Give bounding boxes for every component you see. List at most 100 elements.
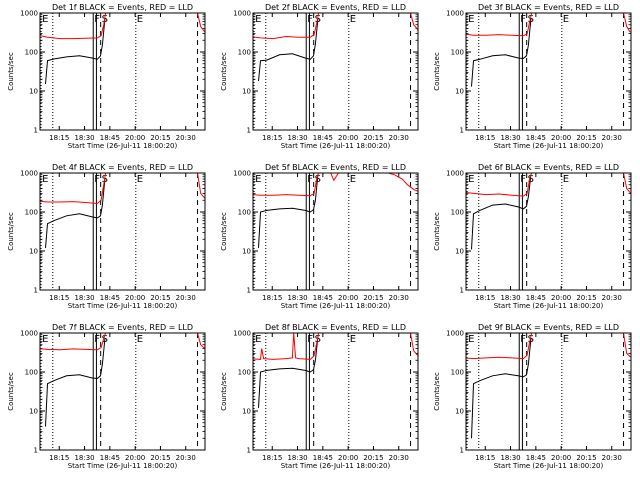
events-series-line: [471, 18, 532, 87]
event-marker-label: F: [307, 334, 313, 345]
y-tick-label: 1000: [233, 10, 251, 18]
y-axis-label: Counts/sec: [433, 52, 441, 91]
x-tick-label: 20:30: [602, 454, 622, 462]
x-tick-label: 20:15: [363, 454, 383, 462]
y-tick-label: 100: [238, 369, 251, 377]
panel-series: [253, 173, 418, 248]
y-tick-label: 100: [238, 49, 251, 57]
x-tick-label: 18:45: [100, 454, 120, 462]
x-tick-label: 20:30: [602, 294, 622, 302]
panel-title: Det 6f BLACK = Events, RED = LLD: [478, 163, 619, 172]
y-tick-label: 10: [29, 248, 38, 256]
panel-title: Det 3f BLACK = Events, RED = LLD: [478, 3, 619, 12]
y-tick-label: 1000: [233, 170, 251, 178]
event-marker-label: E: [563, 174, 569, 185]
x-tick-label: 20:30: [176, 454, 196, 462]
x-axis-label: Start Time (26-Jul-11 18:00:20): [281, 462, 391, 470]
lld-series-line: [253, 333, 320, 360]
y-axis-label: Counts/sec: [220, 52, 228, 91]
y-tick-label: 100: [25, 369, 38, 377]
x-tick-label: 18:30: [500, 134, 520, 142]
x-tick-label: 18:15: [475, 134, 495, 142]
y-tick-label: 1000: [20, 10, 38, 18]
x-tick-label: 20:15: [576, 294, 596, 302]
lld-series-line: [466, 173, 533, 197]
y-tick-label: 1000: [233, 330, 251, 338]
plot-frame: [465, 172, 632, 291]
event-marker-label: E: [42, 174, 48, 185]
x-tick-label: 20:30: [389, 134, 409, 142]
y-tick-label: 10: [242, 248, 251, 256]
event-marker-label: E: [137, 14, 143, 25]
panel-title: Det 1f BLACK = Events, RED = LLD: [52, 3, 193, 12]
event-marker-label: E: [137, 174, 143, 185]
x-tick-label: 18:15: [262, 134, 282, 142]
plot-frame: [39, 332, 206, 451]
lld-series-line: [253, 173, 320, 197]
event-marker-label: F: [307, 14, 313, 25]
event-marker-label: E: [468, 14, 474, 25]
y-axis-label: Counts/sec: [433, 372, 441, 411]
x-tick-label: 20:00: [125, 294, 145, 302]
event-marker-label: F: [520, 174, 526, 185]
x-tick-label: 20:00: [125, 454, 145, 462]
event-marker-label: E: [255, 14, 261, 25]
event-marker-label: F: [94, 174, 100, 185]
event-marker-label: F: [307, 174, 313, 185]
x-axis-label: Start Time (26-Jul-11 18:00:20): [68, 302, 178, 310]
x-tick-label: 18:15: [475, 454, 495, 462]
x-tick-label: 18:15: [49, 294, 69, 302]
event-marker-label: E: [468, 334, 474, 345]
lld-series-line: [40, 173, 107, 205]
plot-frame: [465, 12, 632, 131]
detector-panel-7: Det 7f BLACK = Events, RED = LLD Counts/s…: [7, 323, 206, 470]
x-tick-label: 20:00: [551, 294, 571, 302]
x-tick-label: 20:00: [338, 294, 358, 302]
lld-series-line: [410, 333, 418, 357]
y-tick-label: 1: [34, 447, 38, 455]
x-tick-label: 20:00: [551, 134, 571, 142]
plot-frame: [39, 172, 206, 291]
event-marker-label: E: [42, 334, 48, 345]
event-marker-label: E: [563, 14, 569, 25]
y-tick-label: 100: [451, 49, 464, 57]
x-tick-label: 20:00: [551, 454, 571, 462]
panel-title: Det 2f BLACK = Events, RED = LLD: [265, 3, 406, 12]
x-tick-label: 20:30: [176, 134, 196, 142]
x-tick-label: 18:15: [475, 294, 495, 302]
x-axis-label: Start Time (26-Jul-11 18:00:20): [281, 302, 391, 310]
y-axis-label: Counts/sec: [220, 372, 228, 411]
x-tick-label: 20:15: [576, 454, 596, 462]
lld-series-line: [40, 13, 107, 40]
x-tick-label: 18:45: [526, 134, 546, 142]
x-axis-label: Start Time (26-Jul-11 18:00:20): [494, 462, 604, 470]
y-tick-label: 1: [247, 447, 251, 455]
detector-panel-5: Det 5f BLACK = Events, RED = LLD Counts/s…: [220, 163, 419, 310]
event-marker-label: E: [563, 334, 569, 345]
y-tick-label: 100: [25, 209, 38, 217]
x-tick-label: 18:15: [49, 134, 69, 142]
panel-title: Det 4f BLACK = Events, RED = LLD: [52, 163, 193, 172]
x-tick-label: 18:30: [287, 294, 307, 302]
event-marker-label: E: [255, 174, 261, 185]
y-tick-label: 1: [247, 287, 251, 295]
panel-series: [40, 13, 205, 85]
x-tick-label: 18:45: [100, 294, 120, 302]
y-tick-label: 10: [29, 88, 38, 96]
x-tick-label: 18:15: [49, 454, 69, 462]
y-axis-label: Counts/sec: [7, 212, 15, 251]
event-marker-label: F: [520, 14, 526, 25]
event-marker-label: E: [42, 14, 48, 25]
x-tick-label: 18:45: [313, 134, 333, 142]
events-series-line: [45, 18, 106, 85]
y-tick-label: 10: [242, 408, 251, 416]
event-marker-label: F: [94, 14, 100, 25]
lld-series-line: [623, 333, 631, 358]
lld-series-line: [466, 333, 533, 360]
detector-panel-1: Det 1f BLACK = Events, RED = LLD Counts/s…: [7, 3, 206, 150]
x-tick-label: 18:45: [313, 454, 333, 462]
y-tick-label: 100: [451, 209, 464, 217]
lld-series-line: [623, 13, 631, 33]
plot-frame: [465, 332, 632, 451]
lld-series-line: [623, 173, 631, 194]
